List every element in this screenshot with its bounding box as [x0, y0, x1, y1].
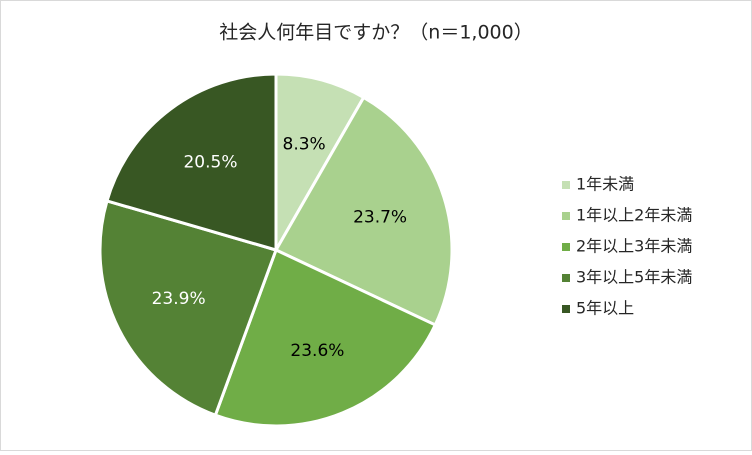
- data-label: 23.6%: [290, 341, 344, 361]
- data-label: 8.3%: [283, 135, 326, 155]
- legend-swatch: [562, 274, 570, 282]
- pie-slice: [213, 247, 438, 428]
- legend-label: 1年未満: [576, 175, 634, 194]
- data-label: 23.7%: [353, 207, 407, 227]
- legend-swatch: [562, 305, 570, 313]
- pie-slice: [274, 72, 366, 256]
- legend-label: 2年以上3年未満: [576, 237, 692, 256]
- legend-label: 5年以上: [576, 299, 634, 318]
- legend-swatch: [562, 243, 570, 251]
- data-label: 20.5%: [183, 153, 237, 173]
- chart-title: 社会人何年目ですか？（n＝1,000）: [219, 22, 532, 44]
- pie-slice: [273, 95, 454, 327]
- legend-swatch: [562, 181, 570, 189]
- legend-swatch: [562, 212, 570, 220]
- pie-slice: [105, 72, 278, 252]
- data-label: 23.9%: [152, 289, 206, 309]
- legend-label: 1年以上2年未満: [576, 206, 692, 225]
- legend-label: 3年以上5年未満: [576, 268, 692, 287]
- pie-slice: [98, 199, 278, 418]
